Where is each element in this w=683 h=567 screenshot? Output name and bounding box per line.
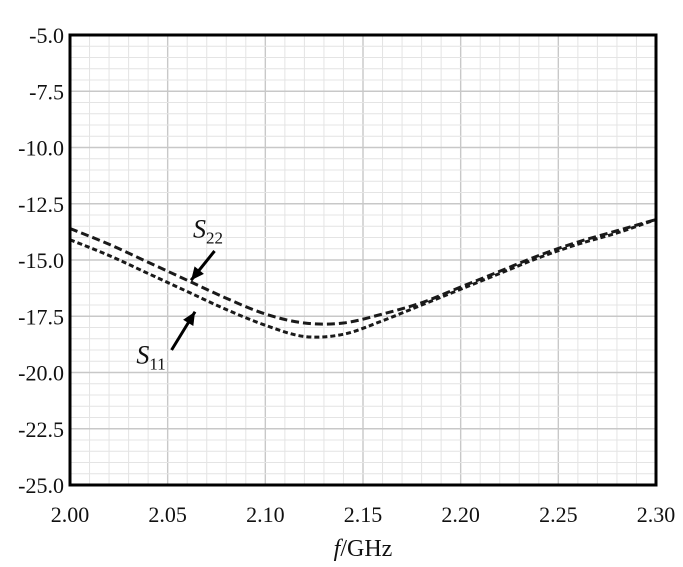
x-axis-label-unit: /GHz bbox=[340, 536, 392, 562]
series-label-main: S bbox=[193, 215, 206, 244]
series-label-main: S bbox=[136, 341, 149, 370]
series-line-s22 bbox=[69, 218, 657, 326]
x-tick-label: 2.05 bbox=[148, 502, 187, 527]
x-tick-label: 2.30 bbox=[637, 502, 676, 527]
series-label-s22: S22 bbox=[193, 215, 223, 248]
y-tick-label: -5.0 bbox=[29, 23, 64, 48]
y-tick-label: -17.5 bbox=[18, 304, 64, 329]
y-tick-label: -10.0 bbox=[18, 136, 64, 161]
tick-labels: 2.00 2.05 2.10 2.15 2.20 2.25 2.30 -5.0 -7.5 -10.… bbox=[18, 23, 675, 527]
y-tick-label: -7.5 bbox=[29, 79, 64, 104]
x-tick-label: 2.00 bbox=[51, 502, 90, 527]
x-tick-label: 2.15 bbox=[344, 502, 383, 527]
x-tick-label: 2.20 bbox=[441, 502, 480, 527]
y-tick-label: -20.0 bbox=[18, 361, 64, 386]
series-label-subscript: 11 bbox=[149, 355, 165, 374]
series-label-subscript: 22 bbox=[206, 229, 223, 248]
y-tick-label: -12.5 bbox=[18, 192, 64, 217]
plot-frame bbox=[68, 33, 658, 487]
y-tick-label: -15.0 bbox=[18, 248, 64, 273]
grid bbox=[70, 35, 656, 485]
annotation-arrowhead-s22 bbox=[191, 266, 204, 281]
series-line-s11 bbox=[69, 218, 657, 339]
series-label-s11: S11 bbox=[136, 341, 165, 374]
x-tick-label: 2.25 bbox=[539, 502, 578, 527]
x-axis-label: f/GHz bbox=[334, 536, 393, 562]
x-tick-label: 2.10 bbox=[246, 502, 285, 527]
x-axis-label-italic: f bbox=[334, 536, 344, 562]
y-tick-label: -25.0 bbox=[18, 473, 64, 498]
series-layer bbox=[69, 218, 657, 339]
annotation-arrowhead-s11 bbox=[183, 311, 196, 326]
y-tick-label: -22.5 bbox=[18, 417, 64, 442]
